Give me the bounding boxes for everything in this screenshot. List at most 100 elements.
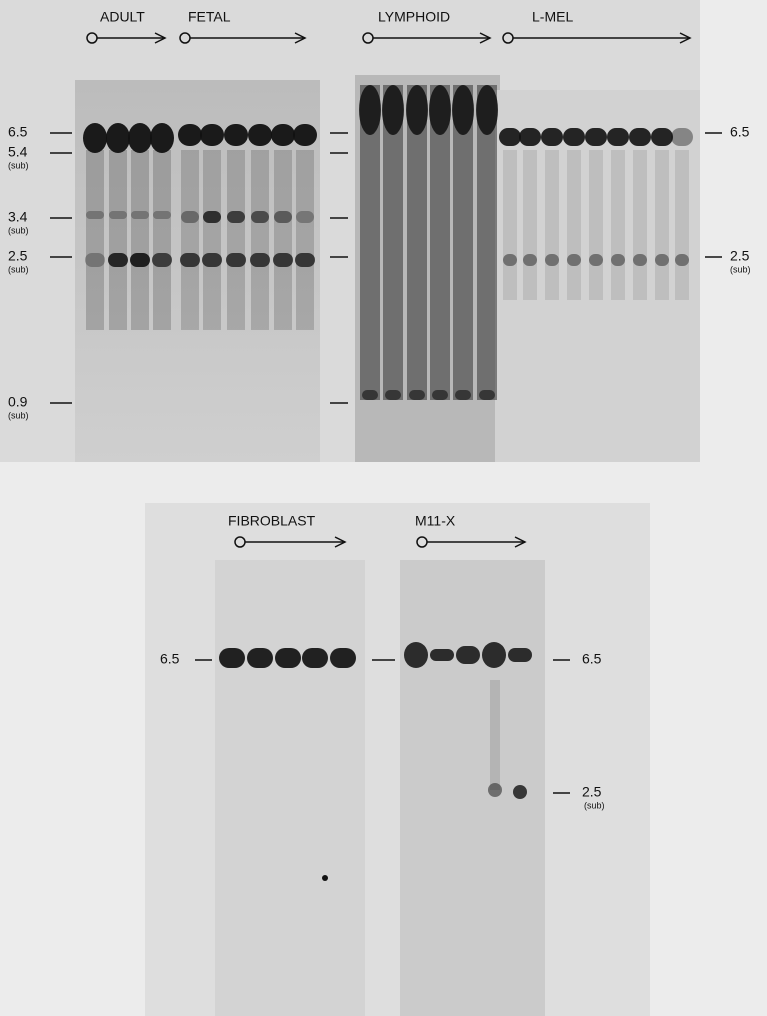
band (488, 783, 502, 797)
smear (251, 150, 269, 330)
smear (453, 85, 473, 400)
band (409, 390, 425, 400)
smear (86, 150, 104, 330)
band (295, 253, 315, 267)
band (274, 211, 292, 223)
smear (633, 150, 647, 300)
band (545, 254, 559, 266)
band (202, 253, 222, 267)
marker-sub: (sub) (584, 800, 605, 810)
smear (109, 150, 127, 330)
band (152, 253, 172, 267)
band (362, 390, 378, 400)
band (479, 390, 495, 400)
arrow-head (154, 32, 167, 44)
band (203, 211, 221, 223)
band (404, 642, 428, 668)
band (671, 128, 693, 146)
marker-label: 6.5 (160, 651, 180, 667)
band (629, 128, 651, 146)
smear (545, 150, 559, 300)
marker-label: 2.5 (730, 248, 750, 264)
group-label: M11-X (415, 513, 456, 529)
band (226, 253, 246, 267)
gel (495, 90, 700, 462)
band (153, 211, 171, 219)
group-label: FETAL (188, 9, 231, 25)
band (508, 648, 532, 662)
smear (503, 150, 517, 300)
smear (407, 85, 427, 400)
band (293, 124, 317, 146)
band (181, 211, 199, 223)
arrow-head (514, 536, 527, 548)
band (452, 85, 474, 135)
band (330, 648, 356, 668)
band (482, 642, 506, 668)
smear (203, 150, 221, 330)
marker-label: 6.5 (730, 124, 750, 140)
marker-label: 5.4 (8, 144, 28, 160)
band (456, 646, 480, 664)
band (429, 85, 451, 135)
band (271, 124, 295, 146)
band (227, 211, 245, 223)
band (251, 211, 269, 223)
band (85, 253, 105, 267)
smear (274, 150, 292, 330)
band (499, 128, 521, 146)
smear (655, 150, 669, 300)
marker-label: 2.5 (582, 784, 602, 800)
band (302, 648, 328, 668)
arrow-head (479, 32, 492, 44)
smear (477, 85, 497, 400)
smear (430, 85, 450, 400)
band (651, 128, 673, 146)
marker-sub: (sub) (8, 410, 29, 420)
marker-label: 3.4 (8, 209, 28, 225)
smear (611, 150, 625, 300)
smear (567, 150, 581, 300)
arrow-head (294, 32, 307, 44)
band (476, 85, 498, 135)
band (108, 253, 128, 267)
band (675, 254, 689, 266)
arrow-head (334, 536, 347, 548)
band (359, 85, 381, 135)
band (273, 253, 293, 267)
band (250, 253, 270, 267)
band (563, 128, 585, 146)
band (128, 123, 152, 153)
band (503, 254, 517, 266)
band (513, 785, 527, 799)
marker-label: 6.5 (582, 651, 602, 667)
band (130, 253, 150, 267)
band (131, 211, 149, 219)
smear (490, 680, 500, 790)
smear (523, 150, 537, 300)
band (633, 254, 647, 266)
band (541, 128, 563, 146)
smear (153, 150, 171, 330)
smear (131, 150, 149, 330)
band (455, 390, 471, 400)
band (567, 254, 581, 266)
marker-label: 0.9 (8, 394, 28, 410)
band (430, 649, 454, 661)
marker-sub: (sub) (8, 264, 29, 274)
band (607, 128, 629, 146)
band (523, 254, 537, 266)
band (200, 124, 224, 146)
gel (215, 560, 365, 1016)
smear (589, 150, 603, 300)
marker-label: 6.5 (8, 124, 28, 140)
band (655, 254, 669, 266)
band (382, 85, 404, 135)
band (247, 648, 273, 668)
band (106, 123, 130, 153)
smear (227, 150, 245, 330)
band (589, 254, 603, 266)
band (178, 124, 202, 146)
smear (383, 85, 403, 400)
